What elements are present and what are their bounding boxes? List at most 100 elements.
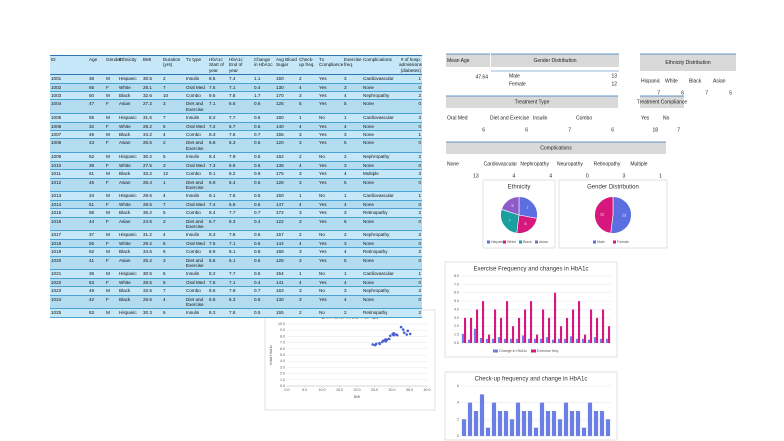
y-tick-label: 0.0	[454, 341, 459, 345]
table-cell: 37	[88, 230, 105, 240]
table-cell: 7.7	[228, 113, 253, 123]
table-cell: 130	[275, 295, 298, 310]
x-tick-label: 30.0	[389, 388, 396, 392]
table-cell: Black	[118, 91, 142, 101]
summary-value: 7	[705, 90, 708, 96]
bar	[536, 334, 539, 343]
summary-value: 7	[657, 90, 660, 96]
bar	[461, 419, 467, 436]
y-tick-label: 0.0	[280, 384, 285, 388]
table-cell: 0.5	[253, 200, 275, 210]
summary-value: 5	[729, 90, 732, 96]
table-cell: 1013	[50, 191, 88, 201]
bar	[533, 338, 536, 343]
bar	[509, 419, 515, 436]
y-tick-label: 7.0	[454, 282, 459, 286]
table-cell: Cardiovascular	[362, 113, 398, 123]
table-cell: 1	[398, 74, 422, 84]
table-cell: 41	[88, 256, 105, 271]
summary-value: 47.64	[475, 74, 488, 80]
bar	[575, 338, 578, 343]
table-cell: None	[362, 256, 398, 271]
table-cell: 6.8	[208, 138, 228, 154]
legend-swatch	[519, 240, 522, 244]
scatter-point	[408, 332, 412, 336]
table-cell: M	[105, 269, 118, 279]
column-header: Exercise freq.	[343, 54, 362, 76]
table-cell: Diet and Exercise	[185, 178, 208, 193]
summary-label: Insulin	[533, 115, 548, 121]
table-cell: Combo	[185, 286, 208, 296]
bar	[467, 339, 470, 343]
table-cell: M	[105, 113, 118, 123]
summary-title: Gender Distribution	[533, 58, 576, 64]
summary-label: Retinopathy	[594, 161, 621, 167]
y-tick-label: 10.0	[278, 322, 285, 326]
table-cell: 4	[162, 295, 185, 310]
table-cell: 0.5	[253, 152, 275, 162]
table-cell: 1010	[50, 161, 88, 171]
table-cell: 7.1	[228, 83, 253, 93]
table-cell: Yes	[318, 208, 343, 218]
table-cell: White	[118, 161, 142, 171]
table-cell: White	[118, 278, 142, 288]
bar	[473, 411, 479, 436]
table-cell: 155	[275, 130, 298, 140]
column-header: Avg Blood Sugar	[275, 54, 298, 76]
table-cell: None	[362, 99, 398, 115]
table-cell: 1008	[50, 138, 88, 154]
bar	[476, 309, 479, 343]
column-header: HbA1c Start of year	[208, 54, 228, 76]
table-cell: Combo	[185, 247, 208, 257]
table-cell: 3	[162, 99, 185, 115]
bar	[590, 309, 593, 343]
y-tick-label: 2	[457, 417, 459, 421]
table-cell: Diet and Exercise	[185, 138, 208, 154]
table-cell: 0.5	[253, 122, 275, 132]
table-cell: 1017	[50, 230, 88, 240]
summary-header	[446, 96, 618, 108]
table-cell: Black	[118, 208, 142, 218]
table-cell: 8.2	[208, 269, 228, 279]
table-cell: Yes	[318, 247, 343, 257]
table-row: 1021 36 M Hispanic 30.5 5 Insulin 8.2 7.7 0.5 154 1…	[50, 269, 422, 279]
table-cell: None	[362, 130, 398, 140]
table-cell: Insulin	[185, 113, 208, 123]
summary-label: Neuropathy	[557, 161, 583, 167]
summary-value: 1	[659, 173, 662, 179]
table-cell: 24.5	[142, 217, 162, 232]
table-cell: 0.9	[253, 169, 275, 179]
table-cell: Hispanic	[118, 152, 142, 162]
table-cell: 6.8	[208, 295, 228, 310]
table-cell: 1	[162, 178, 185, 193]
y-tick-label: 5.0	[280, 353, 285, 357]
table-cell: M	[105, 208, 118, 218]
table-cell: 55	[88, 113, 105, 123]
table-cell: Asian	[118, 178, 142, 193]
x-tick-label: 35.0	[406, 388, 413, 392]
bar	[551, 339, 554, 343]
table-cell: Insulin	[185, 269, 208, 279]
table-cell: 2	[298, 308, 318, 318]
table-cell: 125	[275, 99, 298, 115]
table-cell: None	[362, 200, 398, 210]
table-cell: 7.8	[228, 308, 253, 318]
y-tick-label: 6.0	[454, 291, 459, 295]
table-cell: No	[318, 286, 343, 296]
table-cell: 7.4	[228, 74, 253, 84]
scatter-point	[371, 343, 375, 346]
table-cell: 141	[275, 278, 298, 288]
table-cell: Yes	[318, 239, 343, 249]
table-cell: Oral Med	[185, 83, 208, 93]
table-cell: Insulin	[185, 308, 208, 318]
table-cell: 3	[298, 217, 318, 232]
table-cell: M	[105, 152, 118, 162]
table-cell: 147	[275, 200, 298, 210]
table-cell: 3	[298, 286, 318, 296]
table-cell: 47	[88, 99, 105, 115]
table-cell: 0	[398, 178, 422, 193]
table-cell: 3	[298, 169, 318, 179]
table-row: 1022 53 F White 28.5 6 Oral Med 7.5 7.1 0.4 141 4 Ye…	[50, 278, 422, 288]
table-cell: 2	[162, 217, 185, 232]
legend-swatch	[593, 240, 596, 244]
